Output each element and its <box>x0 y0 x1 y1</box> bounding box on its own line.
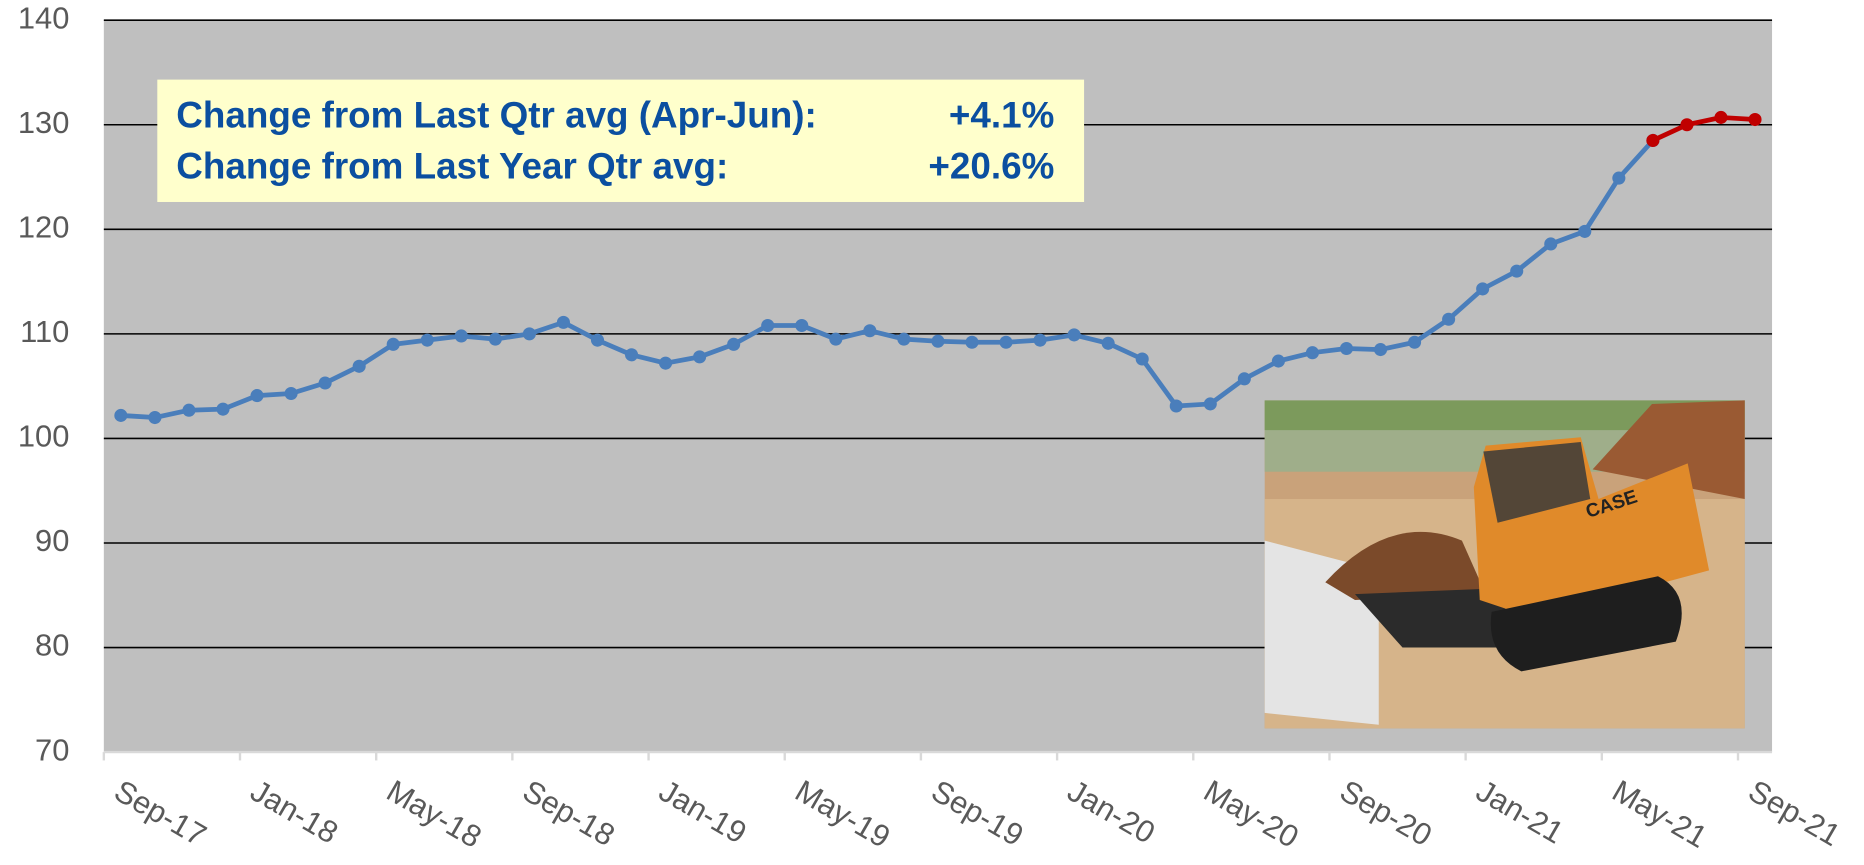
point <box>1305 346 1319 360</box>
point <box>488 332 502 346</box>
point <box>1339 341 1354 356</box>
point <box>148 410 162 425</box>
point <box>556 315 570 329</box>
point <box>829 332 843 346</box>
x-tick-label: Jan-21 <box>1470 773 1569 851</box>
point <box>420 333 434 347</box>
annotation-label: Change from Last Qtr avg (Apr-Jun): <box>176 94 816 135</box>
point <box>659 356 673 370</box>
series-line <box>120 138 1655 420</box>
point <box>727 337 741 351</box>
point <box>1135 352 1149 366</box>
x-tick-label: Jan-19 <box>653 773 752 851</box>
y-tick-label: 110 <box>20 314 69 349</box>
point <box>386 337 400 351</box>
point <box>1748 112 1762 127</box>
point <box>1544 237 1558 251</box>
point <box>1237 372 1251 386</box>
x-tick-label: May-18 <box>381 773 488 855</box>
x-tick-label: Jan-18 <box>245 773 344 851</box>
point <box>1510 264 1524 278</box>
point <box>897 332 911 346</box>
y-tick-label: 140 <box>18 0 70 35</box>
y-tick-label: 100 <box>18 419 70 454</box>
point <box>182 403 196 417</box>
point <box>1101 336 1115 350</box>
x-tick-label: Sep-17 <box>109 773 213 853</box>
point <box>965 335 979 349</box>
annotation-label: Change from Last Year Qtr avg: <box>176 145 728 186</box>
point <box>1373 343 1388 357</box>
point <box>114 408 128 422</box>
point <box>454 329 468 343</box>
point <box>1271 354 1285 368</box>
x-tick-label: Jan-20 <box>1062 773 1161 851</box>
point <box>931 334 945 348</box>
series-line <box>1651 115 1756 143</box>
point <box>284 386 298 401</box>
point <box>1169 399 1183 413</box>
point <box>1680 118 1694 132</box>
point <box>1442 312 1456 326</box>
point <box>1714 110 1728 124</box>
point <box>1476 282 1490 296</box>
point <box>352 359 366 373</box>
x-tick-label: May-21 <box>1607 773 1714 855</box>
y-tick-label: 90 <box>35 523 69 558</box>
point <box>522 327 536 341</box>
point <box>1612 171 1626 185</box>
point <box>1067 328 1081 342</box>
point <box>1203 397 1217 411</box>
x-tick-label: May-19 <box>789 773 896 855</box>
point <box>1646 133 1660 147</box>
annotation-value: +4.1% <box>949 94 1054 135</box>
y-tick-label: 120 <box>18 209 70 244</box>
point <box>250 389 264 403</box>
photo: CASE <box>1264 400 1745 729</box>
point <box>216 402 230 416</box>
x-tick-label: Sep-18 <box>517 773 621 853</box>
point <box>624 348 639 362</box>
y-tick-label: 130 <box>18 105 70 140</box>
x-tick-label: Sep-21 <box>1743 773 1847 853</box>
point <box>1578 224 1592 238</box>
y-tick-label: 80 <box>35 628 69 663</box>
point <box>693 350 707 364</box>
annotation-box <box>157 79 1085 202</box>
x-tick-label: Sep-19 <box>926 773 1030 853</box>
point <box>999 335 1013 349</box>
y-tick-label: 70 <box>35 732 69 767</box>
point <box>761 318 775 333</box>
point <box>1408 335 1422 349</box>
point <box>863 324 877 338</box>
point <box>795 318 809 333</box>
series <box>114 110 1762 425</box>
point <box>1033 333 1047 347</box>
x-tick-label: May-20 <box>1198 773 1305 855</box>
point <box>318 376 332 390</box>
point <box>590 333 605 347</box>
x-tick-label: Sep-20 <box>1334 773 1438 853</box>
annotation-value: +20.6% <box>928 145 1054 186</box>
